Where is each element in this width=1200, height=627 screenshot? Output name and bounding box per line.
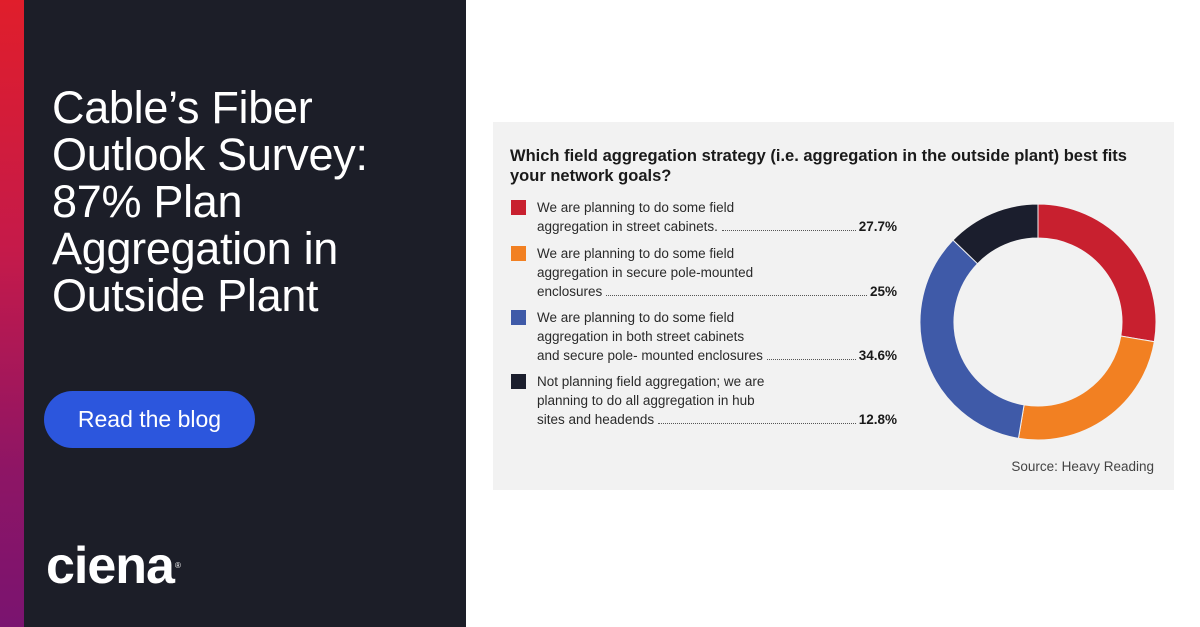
legend-line: We are planning to do some field (537, 308, 897, 327)
read-the-blog-label: Read the blog (77, 406, 222, 432)
accent-stripe (0, 0, 24, 627)
chart-card: Which field aggregation strategy (i.e. a… (493, 122, 1174, 490)
registered-mark: ® (174, 561, 181, 570)
legend-line: aggregation in street cabinets. 27.7% (537, 217, 897, 236)
legend-line: sites and headends 12.8% (537, 410, 897, 429)
legend-line: We are planning to do some field (537, 198, 897, 217)
legend-label-line: aggregation in secure pole-mounted (537, 265, 754, 280)
donut-slice (1037, 203, 1157, 343)
legend-line: and secure pole- mounted enclosures 34.6% (537, 346, 897, 365)
legend-line: Not planning field aggregation; we are (537, 372, 897, 391)
source-note: Source: Heavy Reading (1011, 459, 1154, 474)
leader-dots (766, 359, 856, 360)
legend-line: enclosures 25% (537, 282, 897, 301)
legend-swatch (511, 246, 526, 261)
read-the-blog-button[interactable]: Read the blog (44, 391, 255, 448)
left-panel (24, 0, 466, 627)
legend-label-line: We are planning to do some field (537, 246, 735, 261)
headline-line: Cable’s Fiber (52, 82, 313, 133)
headline-line: 87% Plan (52, 176, 243, 227)
leader-dots (606, 295, 867, 296)
legend-swatch (511, 200, 526, 215)
chart-title: Which field aggregation strategy (i.e. a… (510, 147, 1127, 185)
legend-swatch (511, 374, 526, 389)
legend-text: Not planning field aggregation; we are p… (537, 372, 897, 429)
legend-label-line: planning to do all aggregation in hub (537, 393, 755, 408)
donut-chart (919, 203, 1157, 441)
data-label: 34.6% (858, 348, 897, 363)
headline-line: Outside Plant (52, 270, 319, 321)
legend-text: We are planning to do some field aggrega… (537, 308, 897, 365)
donut-slice (1017, 335, 1155, 441)
leader-dots (721, 230, 856, 231)
data-label: 25% (869, 284, 897, 299)
legend-text: We are planning to do some field aggrega… (537, 198, 897, 236)
legend-label-line: Not planning field aggregation; we are (537, 374, 765, 389)
legend-label-line: We are planning to do some field (537, 200, 735, 215)
legend-label-line: enclosures (537, 284, 603, 299)
legend-line: aggregation in both street cabinets (537, 327, 897, 346)
headline-line: Aggregation in (52, 223, 339, 274)
legend-line: aggregation in secure pole-mounted (537, 263, 897, 282)
headline: Cable’s Fiber Outlook Survey: 87% Plan A… (52, 84, 452, 319)
legend-text: We are planning to do some field aggrega… (537, 244, 897, 301)
legend-label-line: We are planning to do some field (537, 310, 735, 325)
leader-dots (658, 423, 856, 424)
donut-slice (919, 239, 1025, 439)
data-label: 12.8% (858, 412, 897, 427)
headline-line: Outlook Survey: (52, 129, 368, 180)
legend-label-line: aggregation in both street cabinets (537, 329, 745, 344)
ciena-logo: ciena® (46, 537, 181, 595)
legend-label-line: aggregation in street cabinets. (537, 219, 718, 234)
legend-label-line: sites and headends (537, 412, 655, 427)
legend-swatch (511, 310, 526, 325)
legend-label-line: and secure pole- mounted enclosures (537, 348, 763, 363)
legend-line: planning to do all aggregation in hub (537, 391, 897, 410)
legend-line: We are planning to do some field (537, 244, 897, 263)
logo-wordmark: ciena (46, 537, 175, 595)
donut-slice (952, 203, 1039, 265)
data-label: 27.7% (858, 219, 897, 234)
